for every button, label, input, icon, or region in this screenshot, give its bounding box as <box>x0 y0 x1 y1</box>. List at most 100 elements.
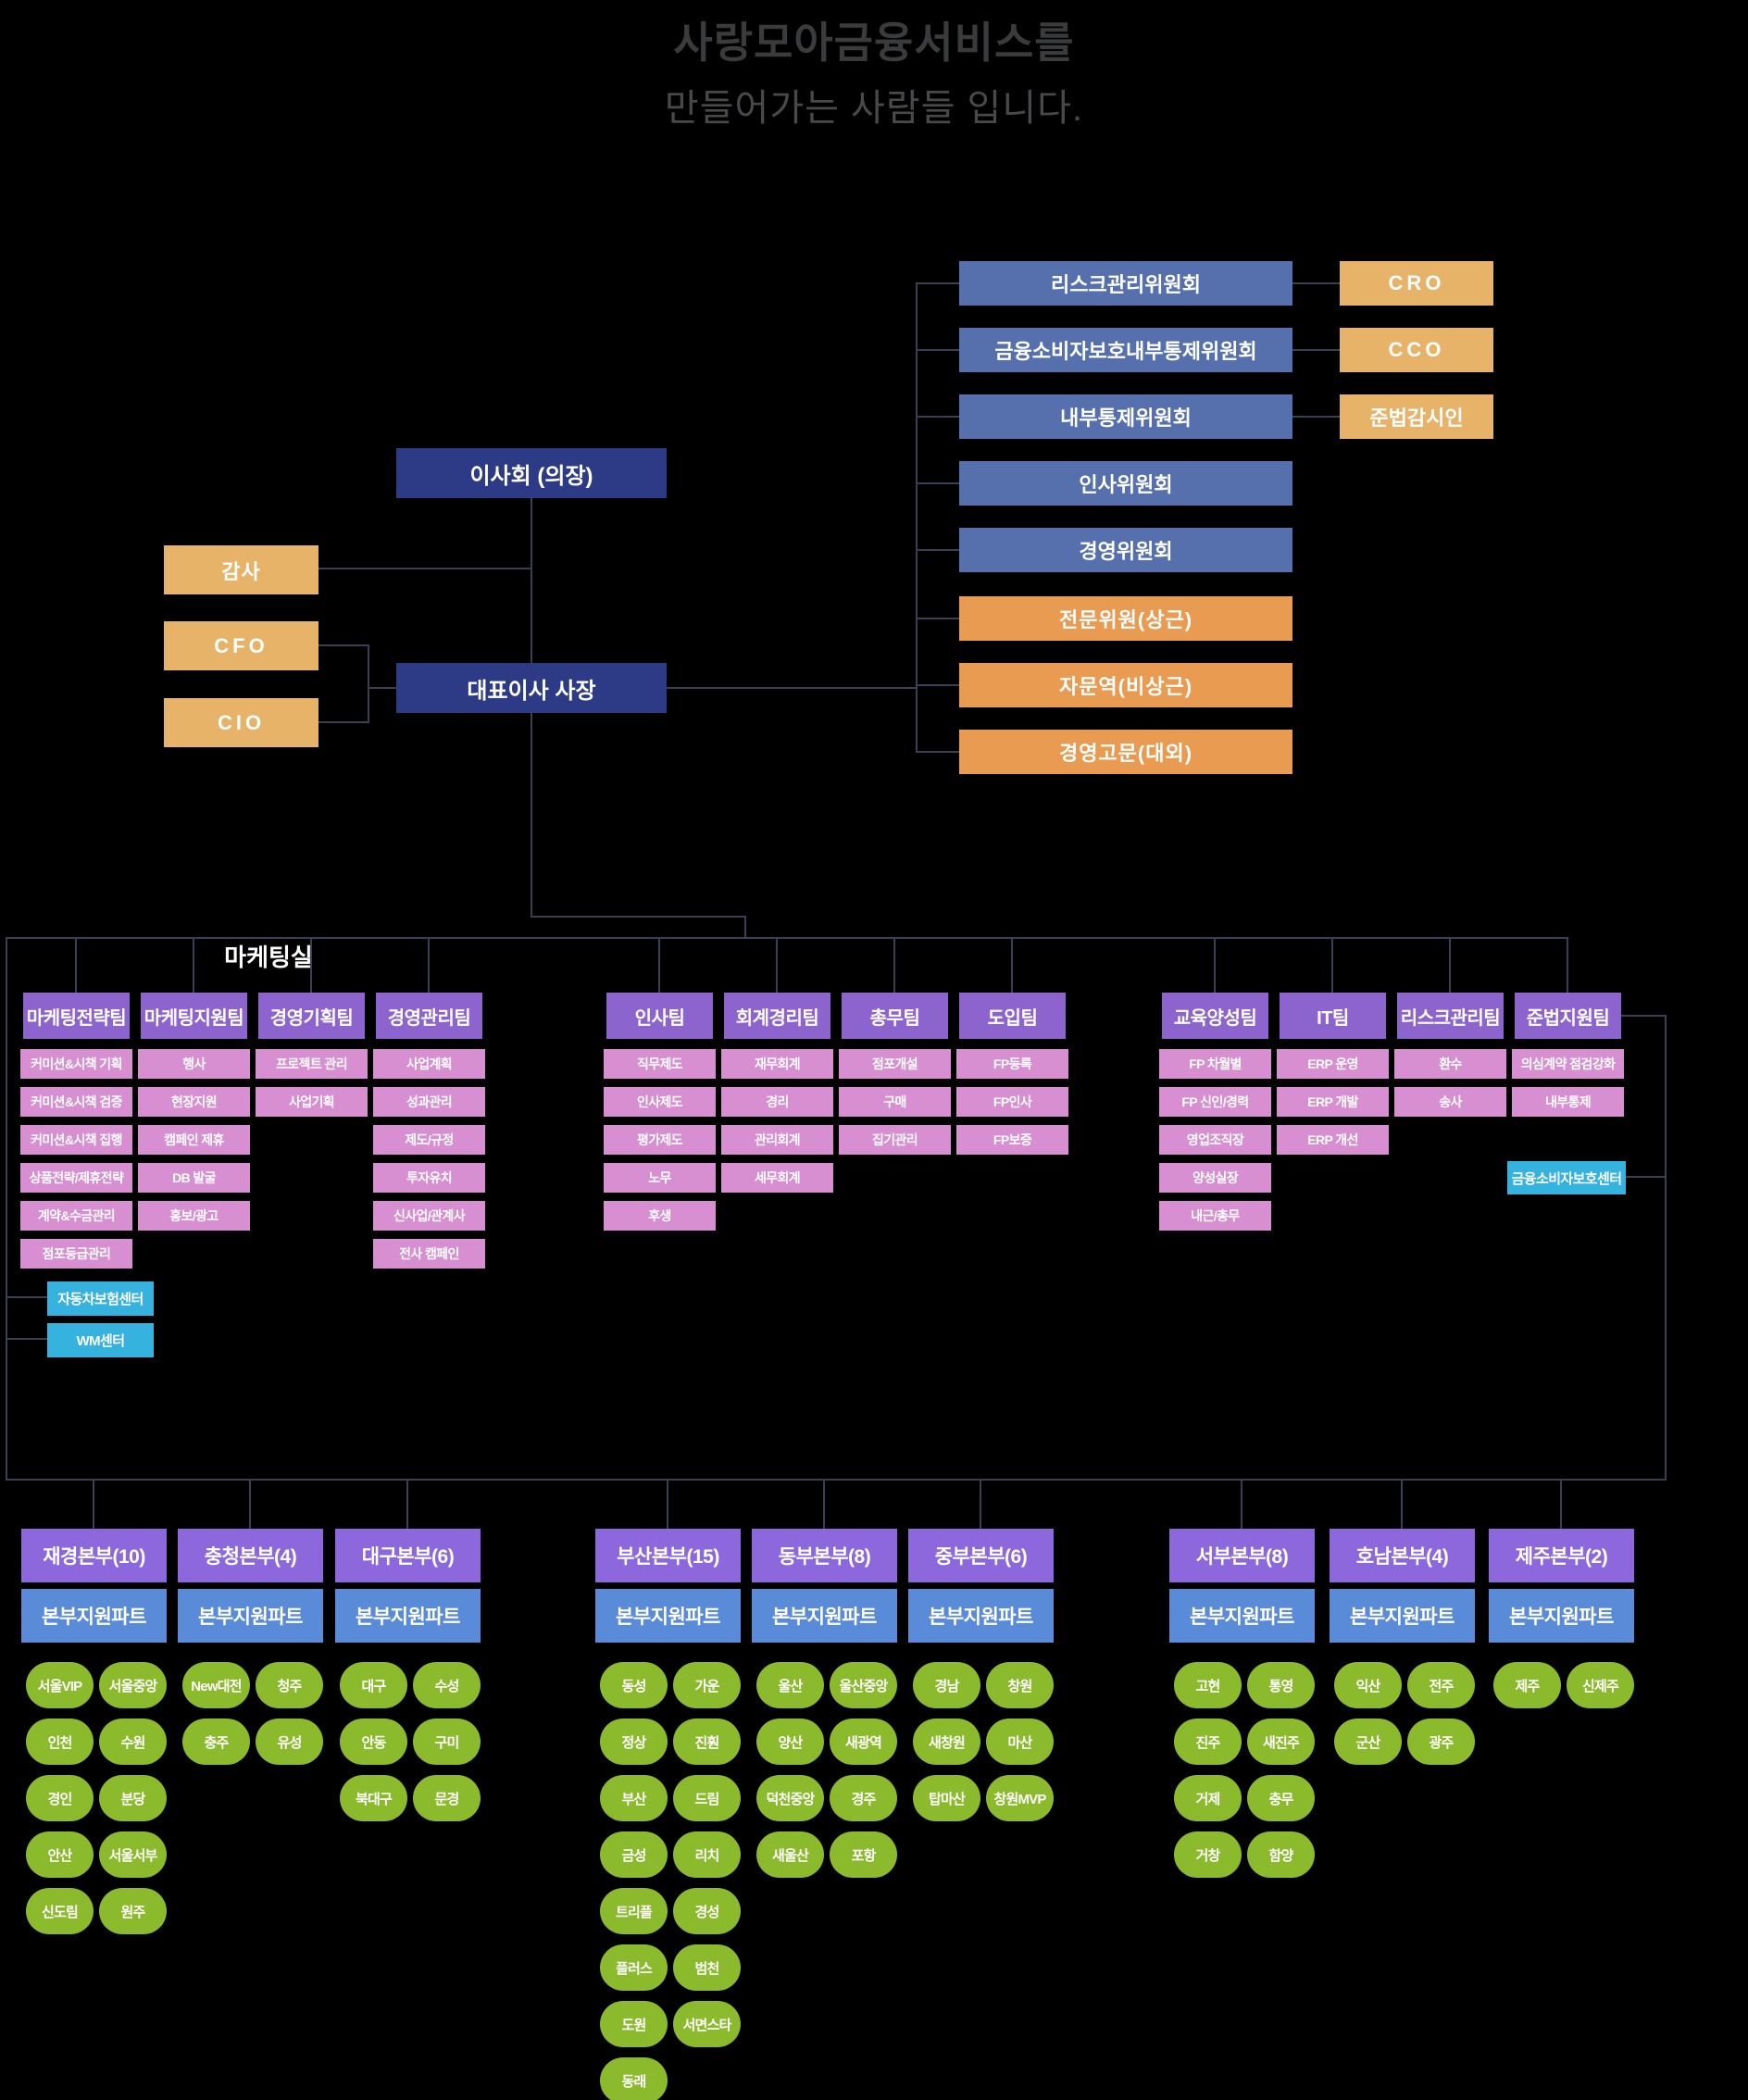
branch-oval: 안산 <box>26 1831 94 1878</box>
connector-line <box>1560 1480 1562 1530</box>
team-header: 경영관리팀 <box>376 993 482 1039</box>
branch-oval: 진훤 <box>673 1719 741 1765</box>
connector-line <box>916 416 959 418</box>
connector-line <box>1665 1176 1667 1480</box>
branch-oval: 진주 <box>1174 1719 1242 1765</box>
connector-line <box>823 1480 825 1530</box>
team-item: 양성실장 <box>1159 1163 1271 1193</box>
branch-oval: 새울산 <box>756 1831 824 1878</box>
branch-oval: 익산 <box>1334 1662 1402 1708</box>
connector-line <box>916 549 959 551</box>
ceo-box: 대표이사 사장 <box>396 663 667 713</box>
team-item: 프로젝트 관리 <box>256 1049 368 1079</box>
team-item: 계약&수금관리 <box>20 1201 132 1231</box>
connector-line <box>7 1338 48 1340</box>
branch-oval: 분당 <box>99 1775 167 1821</box>
region-header: 제주본부(2) <box>1489 1529 1634 1582</box>
branch-oval: 군산 <box>1334 1719 1402 1765</box>
branch-oval: 수성 <box>413 1662 481 1708</box>
region-header: 충청본부(4) <box>178 1529 323 1582</box>
center-box-auto-insurance: 자동차보험센터 <box>47 1281 154 1316</box>
team-item: 점포개설 <box>839 1049 951 1079</box>
team-item: FP등록 <box>956 1049 1068 1079</box>
team-item: 인사제도 <box>604 1087 716 1117</box>
connector-line <box>318 721 369 723</box>
branch-oval: 서울중앙 <box>99 1662 167 1708</box>
team-item: FP 차월별 <box>1159 1049 1271 1079</box>
branch-oval: 안동 <box>340 1719 407 1765</box>
branch-oval: 새진주 <box>1247 1719 1315 1765</box>
region-support: 본부지원파트 <box>1489 1589 1634 1643</box>
connector-line <box>658 938 660 994</box>
team-item: 성과관리 <box>373 1087 485 1117</box>
team-item: 전사 캠페인 <box>373 1239 485 1269</box>
branch-oval: 신제주 <box>1567 1662 1634 1708</box>
branch-oval: 새창원 <box>913 1719 980 1765</box>
branch-oval: 동성 <box>600 1662 668 1708</box>
team-item: 홍보/광고 <box>138 1201 250 1231</box>
team-header: 경영기획팀 <box>258 993 365 1039</box>
branch-oval: 통영 <box>1247 1662 1315 1708</box>
page-title: 사랑모아금융서비스를 만들어가는 사람들 입니다. <box>0 9 1748 131</box>
branch-oval: 드림 <box>673 1775 741 1821</box>
connector-line <box>318 568 532 569</box>
branch-oval: 창원 <box>986 1662 1054 1708</box>
branch-oval: 거창 <box>1174 1831 1242 1878</box>
team-item: 환수 <box>1394 1049 1506 1079</box>
team-item: 영업조직장 <box>1159 1125 1271 1155</box>
connector-line <box>1665 1015 1667 1178</box>
team-item: 캠페인 제휴 <box>138 1125 250 1155</box>
team-item: 제도/규정 <box>373 1125 485 1155</box>
branch-oval: 제주 <box>1493 1662 1561 1708</box>
region-support: 본부지원파트 <box>335 1589 481 1643</box>
connector-line <box>667 1480 668 1530</box>
team-item: 신사업/관계사 <box>373 1201 485 1231</box>
branch-oval: 유성 <box>256 1719 323 1765</box>
team-header: 인사팀 <box>606 993 713 1039</box>
center-box-consumer-protection: 금융소비자보호센터 <box>1507 1161 1626 1194</box>
branch-oval: 함양 <box>1247 1831 1315 1878</box>
connector-line <box>893 938 895 994</box>
branch-oval: 원주 <box>99 1888 167 1934</box>
branch-oval: 덕천중앙 <box>756 1775 824 1821</box>
connector-line <box>318 644 369 646</box>
team-header: 도입팀 <box>959 993 1066 1039</box>
connector-line <box>6 937 7 1480</box>
team-item: 사업계획 <box>373 1049 485 1079</box>
team-item: FP인사 <box>956 1087 1068 1117</box>
team-item: ERP 개발 <box>1277 1087 1389 1117</box>
branch-oval: 청주 <box>256 1662 323 1708</box>
branch-oval: 서울서부 <box>99 1831 167 1878</box>
connector-line <box>93 1480 94 1530</box>
connector-line <box>368 687 398 689</box>
region-header: 중부본부(6) <box>908 1529 1054 1582</box>
branch-oval: 도원 <box>600 2001 668 2047</box>
connector-line <box>531 498 532 665</box>
branch-oval: 리치 <box>673 1831 741 1878</box>
team-item: FP보증 <box>956 1125 1068 1155</box>
region-support: 본부지원파트 <box>908 1589 1054 1643</box>
team-item: 후생 <box>604 1201 716 1231</box>
branch-oval: 마산 <box>986 1719 1054 1765</box>
connector-line <box>667 687 917 689</box>
team-item: 점포등급관리 <box>20 1239 132 1269</box>
team-item: 구매 <box>839 1087 951 1117</box>
connector-line <box>744 916 746 939</box>
connector-line <box>428 938 430 994</box>
team-item: 평가제도 <box>604 1125 716 1155</box>
branch-oval: 플러스 <box>600 1944 668 1991</box>
branch-oval: 광주 <box>1407 1719 1475 1765</box>
branch-oval: New대전 <box>182 1662 250 1708</box>
board-box: 이사회 (의장) <box>396 448 667 498</box>
connector-line <box>368 644 369 723</box>
branch-oval: 거제 <box>1174 1775 1242 1821</box>
connector-line <box>1214 938 1216 994</box>
branch-oval: 울산중앙 <box>830 1662 897 1708</box>
connector-line <box>1449 938 1451 994</box>
branch-oval: 울산 <box>756 1662 824 1708</box>
cio-box: CIO <box>164 698 318 747</box>
connector-line <box>916 618 959 619</box>
connector-line <box>1292 349 1340 351</box>
region-header: 부산본부(15) <box>595 1529 741 1582</box>
